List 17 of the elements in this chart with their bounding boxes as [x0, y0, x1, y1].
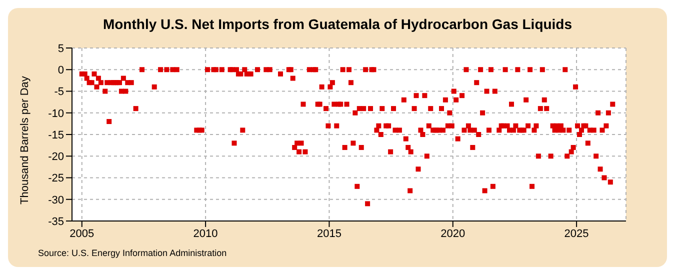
- y-tick-label: -35: [48, 216, 64, 228]
- y-tick-label: -5: [54, 86, 64, 98]
- x-tick-label: 2020: [440, 228, 466, 240]
- source-note: Source: U.S. Energy Information Administration: [38, 248, 227, 258]
- y-tick-label: -20: [48, 151, 64, 164]
- y-tick-label: 5: [58, 42, 64, 55]
- y-tick-label: -10: [48, 108, 64, 120]
- x-tick-label: 2010: [193, 228, 218, 240]
- y-tick-label: -25: [48, 172, 64, 185]
- y-tick-label: 0: [58, 64, 64, 77]
- y-tick-label: -15: [48, 129, 64, 142]
- x-tick-label: 2005: [70, 228, 94, 240]
- x-tick-label: 2015: [316, 228, 342, 240]
- y-tick-label: -30: [48, 194, 64, 206]
- y-axis-title: Thousand Barrels per Day: [18, 76, 31, 204]
- x-tick-label: 2025: [564, 228, 589, 240]
- chart-title: Monthly U.S. Net Imports from Guatemala of Hydrocarbon Gas Liquids: [102, 16, 574, 32]
